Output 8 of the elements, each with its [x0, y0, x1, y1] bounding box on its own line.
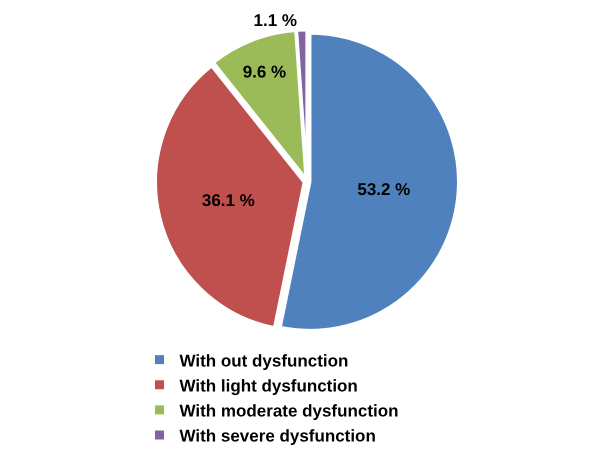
data-label: 9.6 %	[242, 62, 286, 82]
data-label: 53.2 %	[357, 180, 410, 199]
data-label: 36.1 %	[202, 190, 255, 210]
data-label: 1.1 %	[254, 11, 298, 30]
legend-label: With severe dysfunction	[180, 426, 376, 446]
legend-label: With out dysfunction	[180, 351, 348, 370]
legend-label: With light dysfunction	[180, 376, 358, 396]
legend-label: With moderate dysfunction	[180, 401, 398, 420]
